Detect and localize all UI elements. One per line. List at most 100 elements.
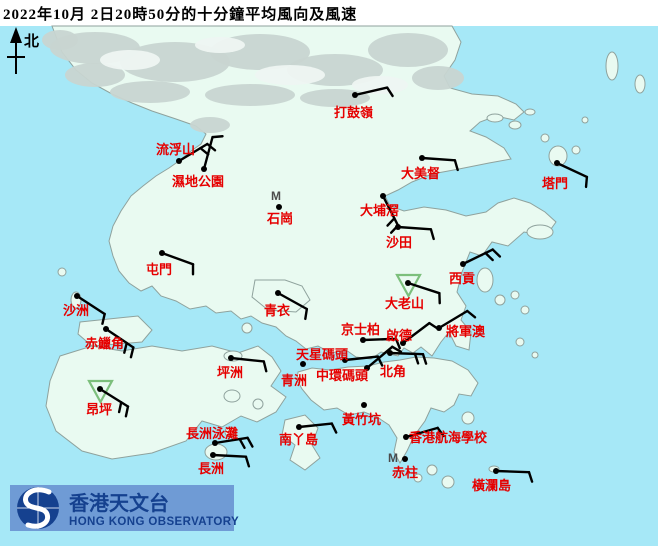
wind-barb-tick	[421, 352, 428, 365]
station-sai-kung: 西貢	[449, 248, 502, 286]
station-label: 赤鱲角	[85, 336, 124, 351]
wind-staff	[381, 194, 400, 227]
wind-barb-tick	[244, 455, 251, 468]
station-green-island: 青洲	[281, 361, 307, 388]
wind-barb-tick	[484, 251, 494, 262]
station-tuen-mun: 屯門	[146, 250, 195, 277]
wind-staff	[353, 86, 389, 97]
wind-staff	[437, 309, 469, 330]
station-label: 橫瀾島	[472, 478, 511, 493]
wind-staff	[343, 355, 380, 362]
wind-staff	[104, 327, 135, 349]
wind-staff	[420, 156, 457, 162]
station-label: 坪洲	[217, 365, 243, 380]
mainland-landmass	[51, 25, 557, 360]
station-dot	[360, 337, 366, 343]
station-label: 京士柏	[341, 322, 380, 337]
logo-chinese-name: 香港天文台	[69, 491, 169, 515]
wind-staff	[98, 387, 130, 408]
wind-staff	[401, 321, 431, 345]
station-tsing-yi: 青衣	[264, 290, 309, 321]
station-dot	[352, 92, 358, 98]
station-label: 長洲	[198, 461, 224, 476]
station-dot	[419, 155, 425, 161]
station-dot	[296, 424, 302, 430]
wind-barb-tick	[262, 360, 268, 373]
wind-barb-tick	[386, 217, 396, 227]
wind-barb-tick	[453, 159, 459, 172]
wind-barb-tick	[206, 142, 217, 152]
urban-area-texture	[42, 30, 464, 133]
station-tates-cairn: 大老山	[385, 273, 441, 311]
station-kai-tak: 啟德	[386, 321, 439, 346]
station-label: 長洲泳灘	[186, 426, 238, 441]
station-label: 昂坪	[86, 402, 112, 417]
wind-staff	[361, 337, 398, 342]
wind-staff	[213, 436, 249, 445]
station-peng-chau: 坪洲	[217, 355, 268, 380]
wind-staff	[396, 225, 433, 231]
station-label: 沙洲	[63, 303, 89, 318]
station-dot	[402, 456, 408, 462]
wind-barb-tick	[584, 175, 589, 189]
station-label: 北角	[380, 364, 406, 379]
station-tai-mei-tuk: 大美督	[401, 155, 459, 181]
station-waglan-island: 橫瀾島	[472, 468, 534, 493]
wind-barb-tick	[101, 312, 106, 325]
station-label: 屯門	[146, 262, 172, 277]
station-dot	[554, 160, 560, 166]
station-label: 將軍澳	[446, 324, 486, 339]
station-dot	[97, 386, 103, 392]
wind-staff	[229, 356, 266, 363]
wind-barb-tick	[385, 86, 394, 98]
station-label: 天星碼頭	[296, 347, 349, 362]
wind-barb-tick	[436, 426, 445, 438]
station-label: 南丫島	[279, 432, 318, 447]
station-dot	[176, 158, 182, 164]
missing-data-m-marker: M	[271, 189, 281, 203]
station-dot	[364, 365, 370, 371]
wind-barb-tick	[123, 341, 128, 354]
wind-barb-tick	[124, 405, 130, 418]
wind-barb-tick	[199, 146, 210, 156]
station-dot	[361, 402, 367, 408]
wind-staff	[211, 453, 248, 458]
wind-staff	[461, 248, 494, 266]
wind-staff	[365, 345, 394, 370]
station-dot	[460, 261, 466, 267]
station-hk-sea-school: 香港航海學校	[403, 426, 488, 445]
station-label: 石崗	[266, 211, 293, 226]
wind-staff	[406, 281, 441, 295]
station-dot	[342, 357, 348, 363]
station-star-ferry-pier: 天星碼頭	[296, 347, 384, 367]
wind-staff	[494, 469, 531, 474]
station-stanley: M赤柱	[388, 451, 418, 480]
wind-staff	[160, 251, 195, 266]
wind-barb-tick	[129, 346, 135, 359]
station-label: 流浮山	[156, 142, 195, 157]
wind-staff	[388, 351, 425, 356]
station-label: 香港航海學校	[408, 430, 488, 445]
station-label: 黃竹坑	[341, 412, 381, 427]
station-ngong-ping: 昂坪	[86, 379, 130, 418]
missing-data-m-marker: M	[388, 451, 398, 465]
station-ta-kwu-ling: 打鼓嶺	[334, 86, 394, 120]
station-north-point: 北角	[380, 350, 428, 379]
logo-s-swirl-icon	[23, 487, 52, 529]
station-dot	[201, 166, 207, 172]
wind-staff	[75, 294, 106, 316]
wind-staff	[404, 426, 439, 439]
station-lau-fau-shan: 流浮山	[156, 142, 217, 164]
wind-barb-tick	[238, 437, 246, 450]
wind-barb-tick	[117, 401, 123, 414]
station-lamma-island: 南丫島	[279, 422, 338, 447]
station-label: 濕地公園	[172, 174, 224, 189]
station-tai-po-kau: 大埔滘	[360, 193, 400, 234]
station-dot	[210, 452, 216, 458]
wind-staff	[202, 135, 214, 171]
station-label: 打鼓嶺	[334, 105, 373, 120]
station-dot	[103, 326, 109, 332]
